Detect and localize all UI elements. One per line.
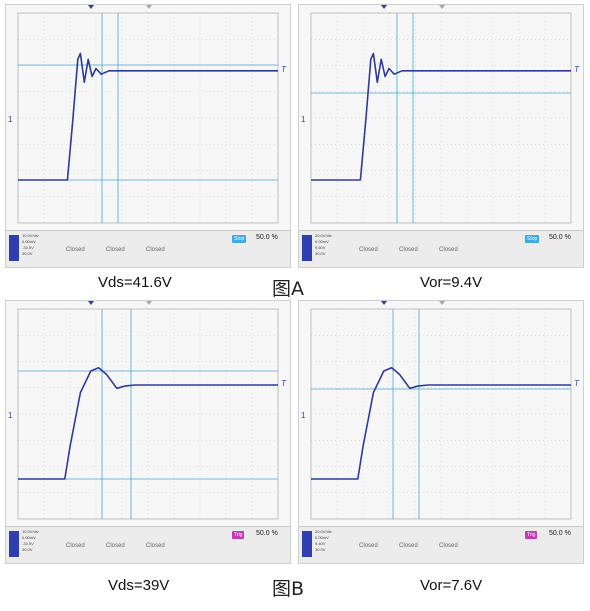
channel-indicator [302,235,312,261]
closed-label-1: Closed [359,247,378,253]
line4-readout: 30.0V [315,547,326,552]
waveform-display [17,5,279,224]
channel-indicator [9,235,19,261]
offset-readout: 0.00mV [315,535,329,540]
channel-marker: 1 [301,115,306,124]
time-reference-marker [146,5,152,9]
channel-indicator [302,531,312,557]
scope-panel-a-right: T 1 20.0V/div 0.00mV 9.60V 30.0V Closed … [298,4,584,268]
ratio-readout: 50.0 % [256,530,278,537]
offset-readout: 0.00mV [22,535,36,540]
closed-label-3: Closed [146,543,165,549]
line4-readout: 30.0V [22,547,33,552]
scale-readout: 20.0V/div [315,233,332,238]
line3-readout: -33.0V [22,245,34,250]
trigger-mode-badge[interactable]: Stop [232,235,247,243]
closed-label-1: Closed [359,543,378,549]
waveform-trace [311,367,571,480]
waveform-display [310,301,572,520]
scope-panel-b-right: T 1 20.0V/div 0.00mV 9.40V 30.0V Closed … [298,300,584,564]
caption-a-right: Vor=9.4V [420,274,483,291]
offset-readout: 0.00mV [315,239,329,244]
closed-label-2: Closed [106,543,125,549]
waveform-trace [18,367,278,480]
time-reference-marker [439,5,445,9]
offset-readout: 0.00mV [22,239,36,244]
waveform-display [17,301,279,520]
status-bar: 20.0V/div 0.00mV 9.60V 30.0V Closed Clos… [299,230,583,267]
status-bar: 20.0V/div 0.00mV 9.40V 30.0V Closed Clos… [299,526,583,563]
closed-label-1: Closed [66,247,85,253]
trigger-level-marker: T [574,379,579,388]
line3-readout: 9.60V [315,245,326,250]
channel-marker: 1 [301,411,306,420]
closed-label-2: Closed [399,247,418,253]
trigger-mode-badge[interactable]: Trig [232,531,245,539]
graticule-border [17,308,279,520]
closed-label-3: Closed [146,247,165,253]
trigger-position-marker [381,301,387,305]
closed-label-1: Closed [66,543,85,549]
scale-readout: 20.0V/div [315,529,332,534]
channel-marker: 1 [8,115,13,124]
closed-label-2: Closed [399,543,418,549]
trigger-level-marker: T [281,65,286,74]
trigger-level-marker: T [281,379,286,388]
time-reference-marker [146,301,152,305]
status-bar: 10.0V/div 0.00mV -33.0V 30.0V Closed Clo… [6,526,290,563]
channel-marker: 1 [8,411,13,420]
time-reference-marker [439,301,445,305]
trigger-position-marker [381,5,387,9]
scope-panel-b-left: T 1 10.0V/div 0.00mV -33.0V 30.0V Closed… [5,300,291,564]
trigger-level-marker: T [574,65,579,74]
line3-readout: 9.40V [315,541,326,546]
closed-label-3: Closed [439,543,458,549]
graticule-border [310,308,572,520]
caption-b-left: Vds=39V [108,577,170,594]
ratio-readout: 50.0 % [256,234,278,241]
scale-readout: 10.0V/div [22,529,39,534]
trigger-position-marker [88,5,94,9]
scope-panel-a-left: T 1 10.0V/div 0.00mV -33.0V 30.0V Closed… [5,4,291,268]
trigger-mode-badge[interactable]: Trig [525,531,538,539]
ratio-readout: 50.0 % [549,530,571,537]
trigger-position-marker [88,301,94,305]
caption-a-left: Vds=41.6V [98,274,172,291]
figure-label-b: 图B [272,578,305,600]
channel-indicator [9,531,19,557]
figure-label-a: 图A [272,278,304,300]
line3-readout: -33.0V [22,541,34,546]
line4-readout: 30.0V [315,251,326,256]
waveform-display [310,5,572,224]
line4-readout: 30.0V [22,251,33,256]
ratio-readout: 50.0 % [549,234,571,241]
scale-readout: 10.0V/div [22,233,39,238]
trigger-mode-badge[interactable]: Stop [525,235,540,243]
waveform-trace [18,52,278,181]
closed-label-2: Closed [106,247,125,253]
closed-label-3: Closed [439,247,458,253]
waveform-trace [311,52,571,181]
status-bar: 10.0V/div 0.00mV -33.0V 30.0V Closed Clo… [6,230,290,267]
graticule-border [310,12,572,224]
caption-b-right: Vor=7.6V [420,577,483,594]
graticule-border [17,12,279,224]
